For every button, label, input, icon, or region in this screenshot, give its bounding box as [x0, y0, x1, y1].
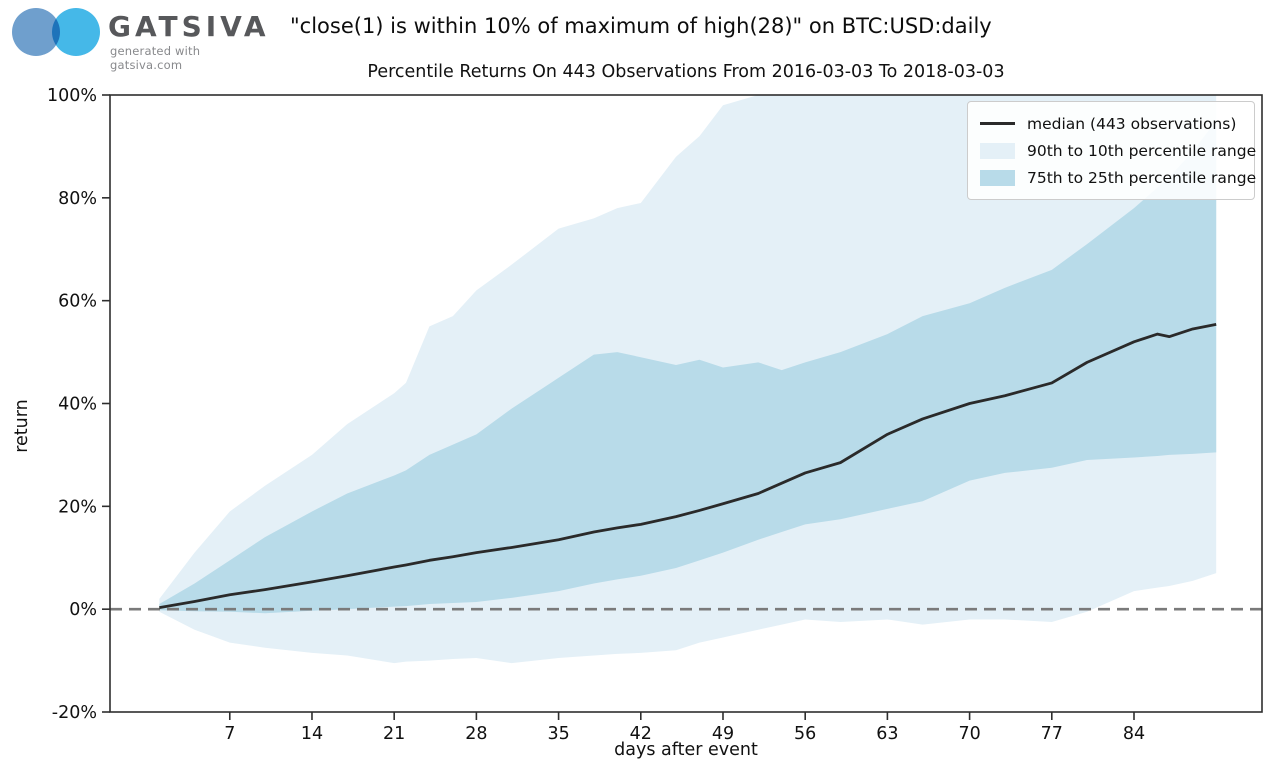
x-tick-label: 35: [547, 724, 569, 744]
x-tick-label: 49: [712, 724, 734, 744]
brand-tagline: generated with gatsiva.com: [110, 44, 201, 72]
legend-label: median (443 observations): [1027, 114, 1237, 133]
band-75-25: [159, 120, 1217, 614]
chart-legend: median (443 observations) 90th to 10th p…: [967, 101, 1256, 200]
legend-item-75-25: 75th to 25th percentile range: [980, 164, 1256, 191]
x-tick-label: 84: [1123, 724, 1145, 744]
x-tick-label: 7: [224, 724, 235, 744]
x-tick-label: 42: [630, 724, 652, 744]
y-axis-ticks: 100% 80% 60% 40% 20% 0% -20%: [47, 86, 110, 723]
x-tick-label: 14: [301, 724, 323, 744]
outer-band-swatch-icon: [980, 142, 1015, 159]
y-tick-label: 40%: [58, 395, 97, 415]
y-tick-label: 80%: [58, 189, 97, 209]
x-tick-label: 63: [876, 724, 898, 744]
y-tick-label: -20%: [52, 703, 97, 723]
legend-item-median: median (443 observations): [980, 110, 1242, 137]
x-axis-ticks: 7 14 21 28 35 42 49 56 63 70 77 84: [224, 712, 1145, 744]
page-title: "close(1) is within 10% of maximum of hi…: [290, 14, 992, 38]
x-tick-label: 56: [794, 724, 816, 744]
x-axis-label: days after event: [614, 740, 758, 760]
y-tick-label: 0%: [69, 600, 97, 620]
x-tick-label: 70: [958, 724, 980, 744]
gatsiva-logo: GATSIVA generated with gatsiva.com: [10, 4, 270, 72]
y-tick-label: 100%: [47, 86, 97, 106]
logo-circle-icon: [52, 8, 100, 56]
chart-title: Percentile Returns On 443 Observations F…: [367, 62, 1005, 82]
y-tick-label: 20%: [58, 497, 97, 517]
legend-label: 75th to 25th percentile range: [1027, 168, 1257, 187]
legend-label: 90th to 10th percentile range: [1027, 141, 1257, 160]
brand-name: GATSIVA: [108, 10, 270, 43]
y-tick-label: 60%: [58, 292, 97, 312]
x-tick-label: 21: [383, 724, 405, 744]
legend-item-90-10: 90th to 10th percentile range: [980, 137, 1256, 164]
x-tick-label: 77: [1041, 724, 1063, 744]
inner-band-swatch-icon: [980, 169, 1015, 186]
x-tick-label: 28: [465, 724, 487, 744]
median-line-swatch-icon: [980, 122, 1015, 125]
median-line: [159, 322, 1217, 610]
